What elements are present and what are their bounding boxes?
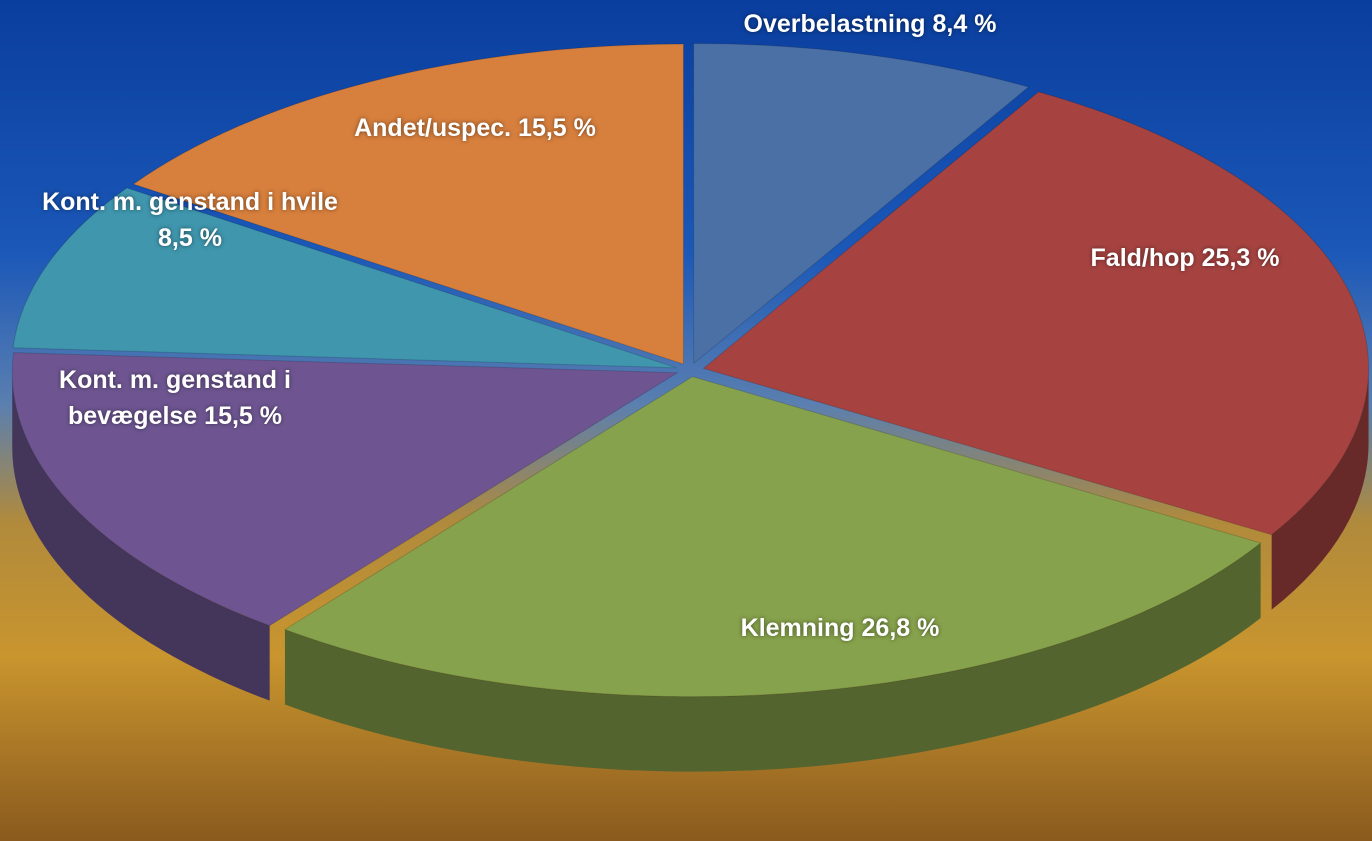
value-label: 8,5 % xyxy=(158,224,222,252)
value-label: 15,5 % xyxy=(518,114,596,142)
data-label: Overbelastning 8,4 % xyxy=(744,6,997,42)
page: Overbelastning 8,4 % Fald/hop 25,3 % Klemn… xyxy=(0,0,1372,841)
data-label: Fald/hop 25,3 % xyxy=(1091,240,1280,276)
category-label: Fald/hop xyxy=(1091,244,1195,272)
category-label: Overbelastning xyxy=(744,10,926,38)
value-label: 25,3 % xyxy=(1202,244,1280,272)
data-label: Klemning 26,8 % xyxy=(741,610,940,646)
category-label: Kont. m. genstand i hvile xyxy=(42,188,338,216)
value-label: 26,8 % xyxy=(862,614,940,642)
value-label: 15,5 % xyxy=(204,402,282,430)
category-label: Andet/uspec. xyxy=(354,114,511,142)
data-label: Andet/uspec. 15,5 % xyxy=(354,110,596,146)
category-label: Klemning xyxy=(741,614,855,642)
data-label: Kont. m. genstand i bevægelse 15,5 % xyxy=(20,362,330,435)
value-label: 8,4 % xyxy=(933,10,997,38)
data-label: Kont. m. genstand i hvile 8,5 % xyxy=(35,184,345,257)
